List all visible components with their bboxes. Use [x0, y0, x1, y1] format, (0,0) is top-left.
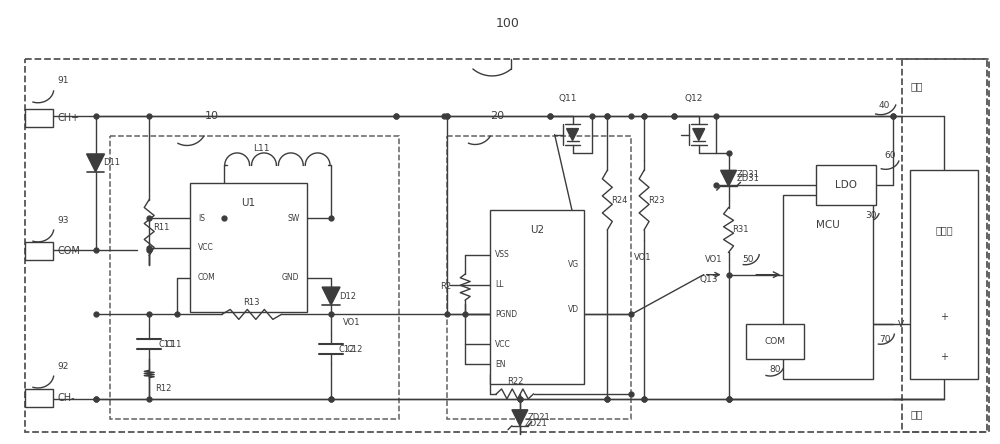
Text: Q13: Q13 — [699, 275, 718, 284]
Text: R12: R12 — [155, 385, 171, 393]
Text: PGND: PGND — [495, 310, 517, 319]
Bar — [902, 59, 987, 432]
Polygon shape — [693, 129, 705, 140]
Text: D12: D12 — [339, 292, 356, 301]
Text: D11: D11 — [103, 159, 120, 167]
Text: L11: L11 — [253, 144, 270, 153]
Text: ZD31: ZD31 — [737, 170, 759, 179]
Text: R31: R31 — [732, 226, 749, 234]
Text: +: + — [940, 352, 948, 362]
Text: VCC: VCC — [495, 340, 511, 349]
Text: C11: C11 — [159, 340, 175, 349]
Text: 正极: 正极 — [910, 81, 923, 91]
Text: 70: 70 — [879, 335, 890, 344]
Text: 50: 50 — [743, 255, 754, 264]
Text: VG: VG — [568, 260, 579, 269]
Text: Q12: Q12 — [685, 94, 703, 103]
Text: 10: 10 — [205, 111, 219, 121]
Text: 80: 80 — [770, 365, 781, 373]
Bar — [25, 109, 53, 127]
Text: 电池组: 电池组 — [935, 225, 953, 235]
Text: COM: COM — [765, 337, 786, 346]
Text: COM: COM — [58, 246, 81, 256]
Text: R24: R24 — [611, 196, 627, 205]
Bar — [746, 325, 804, 359]
Text: Q11: Q11 — [558, 94, 577, 103]
Bar — [25, 389, 53, 407]
Text: COM: COM — [198, 273, 216, 282]
Text: SW: SW — [287, 214, 299, 222]
Text: 93: 93 — [57, 215, 69, 225]
Text: ZD31: ZD31 — [737, 174, 759, 183]
Text: MCU: MCU — [816, 220, 840, 230]
Text: 负极: 负极 — [910, 409, 923, 419]
Text: ZD21: ZD21 — [525, 419, 548, 428]
Bar — [25, 59, 989, 432]
Text: 30: 30 — [865, 210, 876, 219]
Text: EN: EN — [495, 360, 506, 369]
Text: 100: 100 — [496, 17, 520, 30]
Text: R13: R13 — [243, 298, 260, 307]
Bar — [110, 135, 399, 419]
Bar — [490, 210, 584, 384]
Text: C12: C12 — [347, 345, 363, 354]
Text: R11: R11 — [153, 223, 169, 233]
Text: LL: LL — [495, 280, 504, 289]
Text: R2: R2 — [440, 282, 451, 291]
Bar — [25, 242, 53, 260]
Text: ZD21: ZD21 — [528, 413, 551, 422]
Bar — [783, 195, 873, 379]
Polygon shape — [721, 170, 737, 186]
Bar — [447, 135, 631, 419]
Text: 92: 92 — [57, 361, 68, 371]
Text: 60: 60 — [885, 151, 896, 160]
Text: VO1: VO1 — [634, 253, 652, 262]
Text: R23: R23 — [648, 196, 664, 205]
Text: VSS: VSS — [495, 250, 510, 259]
Text: CH-: CH- — [58, 393, 75, 403]
Text: U1: U1 — [242, 198, 256, 208]
Polygon shape — [567, 129, 579, 140]
Bar — [190, 183, 307, 313]
Polygon shape — [87, 154, 104, 172]
Text: VO1: VO1 — [705, 255, 722, 264]
Text: IS: IS — [198, 214, 205, 222]
Text: C12: C12 — [339, 345, 355, 354]
Text: VCC: VCC — [198, 243, 214, 252]
Text: +: + — [940, 313, 948, 322]
Text: 20: 20 — [490, 111, 504, 121]
Text: LDO: LDO — [835, 180, 857, 190]
Polygon shape — [512, 410, 528, 426]
Bar — [910, 170, 978, 379]
Text: U2: U2 — [530, 225, 544, 235]
Text: CH+: CH+ — [58, 113, 80, 123]
Text: 91: 91 — [57, 76, 69, 85]
Polygon shape — [322, 287, 340, 305]
Text: R22: R22 — [507, 377, 523, 386]
Text: VO1: VO1 — [343, 318, 360, 327]
Text: VD: VD — [568, 305, 579, 314]
Text: 40: 40 — [879, 101, 890, 110]
Text: GND: GND — [282, 273, 299, 282]
Text: C11: C11 — [165, 340, 181, 349]
Bar — [816, 165, 876, 205]
Text: V: V — [897, 320, 904, 329]
